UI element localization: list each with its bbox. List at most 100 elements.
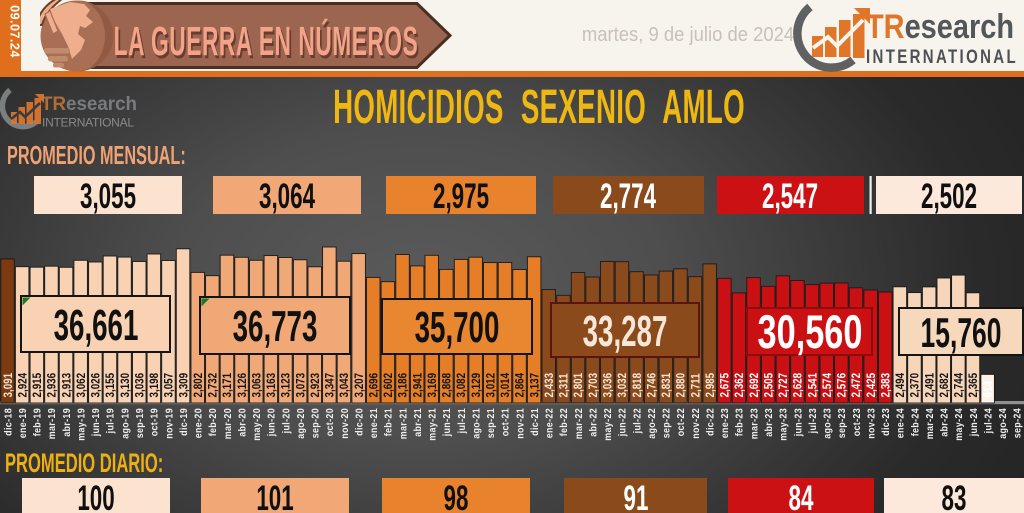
svg-text:2,915: 2,915 (31, 373, 44, 398)
svg-text:dic-22: dic-22 (705, 408, 717, 436)
svg-text:2,541: 2,541 (806, 373, 819, 398)
svg-text:dic-19: dic-19 (178, 408, 190, 436)
svg-text:nov-19: nov-19 (164, 408, 176, 439)
svg-text:ene-19: ene-19 (17, 408, 29, 438)
svg-text:36,773: 36,773 (233, 302, 318, 351)
svg-text:2,913: 2,913 (60, 373, 73, 398)
svg-text:ene-24: ene-24 (895, 408, 907, 438)
svg-text:2,365: 2,365 (967, 373, 980, 398)
svg-text:2,774: 2,774 (600, 177, 657, 216)
svg-text:2,362: 2,362 (733, 373, 746, 398)
svg-text:INTERNATIONAL: INTERNATIONAL (42, 116, 136, 130)
svg-text:feb-23: feb-23 (734, 408, 746, 436)
svg-text:3,036: 3,036 (133, 373, 146, 398)
svg-text:3,012: 3,012 (485, 373, 498, 398)
svg-text:3,014: 3,014 (499, 372, 512, 397)
svg-text:3,123: 3,123 (280, 373, 293, 398)
svg-text:2,696: 2,696 (367, 373, 380, 398)
svg-text:84: 84 (789, 479, 814, 513)
svg-text:ene-21: ene-21 (368, 408, 380, 438)
svg-text:3,043: 3,043 (338, 373, 351, 398)
svg-text:ago-23: ago-23 (822, 408, 834, 439)
svg-text:sep-20: sep-20 (310, 408, 322, 438)
svg-text:3,055: 3,055 (80, 177, 136, 216)
svg-text:jul-20: jul-20 (281, 408, 293, 434)
svg-text:jun-22: jun-22 (617, 408, 629, 437)
svg-text:mar-19: mar-19 (47, 408, 59, 439)
svg-text:ago-21: ago-21 (471, 408, 483, 439)
svg-text:3,137: 3,137 (528, 373, 541, 398)
svg-text:35,700: 35,700 (415, 303, 500, 352)
svg-text:INTERNATIONAL: INTERNATIONAL (866, 47, 1018, 68)
svg-text:ago-19: ago-19 (120, 408, 132, 439)
svg-text:2,941: 2,941 (411, 373, 424, 398)
svg-text:jun-24: jun-24 (968, 408, 980, 437)
svg-text:2,831: 2,831 (660, 373, 673, 398)
svg-text:2,383: 2,383 (879, 373, 892, 398)
svg-text:3,063: 3,063 (250, 373, 263, 398)
svg-text:TResearch: TResearch (41, 94, 137, 115)
svg-text:sep-19: sep-19 (134, 408, 146, 438)
svg-text:sep-22: sep-22 (661, 408, 673, 438)
svg-text:ago-22: ago-22 (646, 408, 658, 439)
svg-text:sep-24: sep-24 (1012, 408, 1024, 438)
svg-text:2,494: 2,494 (894, 372, 907, 397)
svg-text:jul-19: jul-19 (105, 408, 117, 434)
svg-text:2,433: 2,433 (543, 373, 556, 398)
svg-text:3,347: 3,347 (324, 373, 337, 398)
svg-text:2,682: 2,682 (938, 373, 951, 398)
svg-text:98: 98 (444, 479, 469, 513)
svg-text:2,472: 2,472 (850, 373, 863, 398)
svg-text:3,130: 3,130 (119, 373, 132, 398)
svg-text:ago-20: ago-20 (295, 408, 307, 439)
svg-text:oct-20: oct-20 (325, 408, 337, 436)
svg-text:3,207: 3,207 (353, 373, 366, 398)
svg-text:3,169: 3,169 (426, 373, 439, 398)
svg-text:oct-22: oct-22 (676, 408, 688, 436)
svg-text:feb-22: feb-22 (559, 408, 571, 436)
svg-text:2,311: 2,311 (558, 373, 571, 397)
svg-text:2,975: 2,975 (433, 177, 489, 216)
svg-text:2,505: 2,505 (762, 373, 775, 398)
svg-text:abr-22: abr-22 (588, 408, 600, 437)
svg-text:jun-21: jun-21 (442, 408, 454, 437)
svg-text:mar-23: mar-23 (749, 408, 761, 439)
svg-text:2,711: 2,711 (689, 373, 702, 397)
svg-text:2,628: 2,628 (792, 373, 805, 398)
svg-text:3,062: 3,062 (75, 373, 88, 398)
svg-text:mar-24: mar-24 (924, 408, 936, 439)
svg-text:101: 101 (256, 479, 293, 513)
svg-text:2,802: 2,802 (192, 373, 205, 398)
svg-text:2,675: 2,675 (719, 373, 732, 398)
svg-text:2,868: 2,868 (441, 373, 454, 398)
svg-text:2,732: 2,732 (207, 373, 220, 398)
svg-text:TResearch: TResearch (866, 8, 1014, 46)
svg-text:2,502: 2,502 (921, 177, 977, 216)
svg-text:sep-21: sep-21 (485, 408, 497, 438)
svg-text:ene-20: ene-20 (193, 408, 205, 438)
svg-text:dic-20: dic-20 (354, 408, 366, 436)
svg-text:abr-21: abr-21 (412, 408, 424, 437)
svg-text:3,155: 3,155 (104, 373, 117, 398)
svg-text:3,082: 3,082 (455, 373, 468, 398)
svg-text:3,036: 3,036 (602, 373, 615, 398)
svg-text:nov-20: nov-20 (339, 408, 351, 439)
svg-text:36,661: 36,661 (54, 301, 139, 350)
svg-text:dic-21: dic-21 (529, 408, 541, 436)
svg-text:may-20: may-20 (251, 408, 263, 441)
svg-text:2,491: 2,491 (923, 373, 936, 398)
svg-text:may-23: may-23 (778, 408, 790, 441)
svg-text:2,924: 2,924 (16, 372, 29, 397)
svg-text:oct-19: oct-19 (149, 408, 161, 436)
svg-text:2,880: 2,880 (675, 373, 688, 398)
svg-text:mar-22: mar-22 (573, 408, 585, 439)
svg-text:nov-23: nov-23 (866, 408, 878, 439)
svg-text:2,801: 2,801 (572, 373, 585, 398)
svg-text:mar-21: mar-21 (398, 408, 410, 439)
svg-text:2,703: 2,703 (587, 373, 600, 398)
svg-text:30,560: 30,560 (758, 306, 863, 359)
svg-text:oct-21: oct-21 (500, 408, 512, 436)
svg-text:3,073: 3,073 (294, 373, 307, 398)
svg-text:2,744: 2,744 (953, 372, 966, 397)
svg-text:2,425: 2,425 (865, 373, 878, 398)
